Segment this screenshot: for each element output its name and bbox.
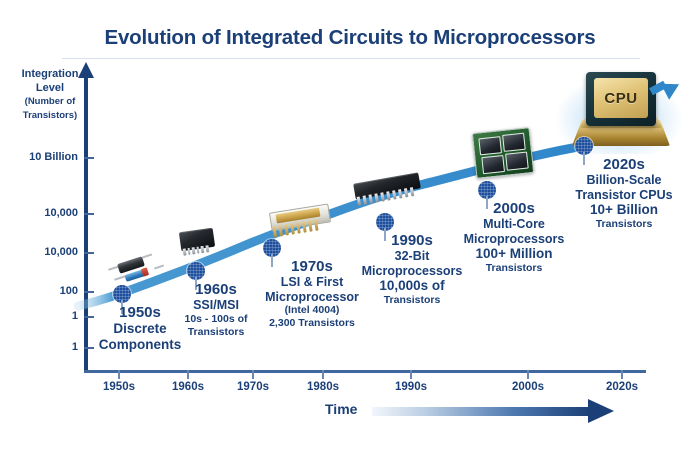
milestone-line3: 10+ Billion [590,202,658,217]
x-tick-label: 1960s [172,381,204,393]
y-tick-mark [84,252,94,254]
milestone-line4: Transistors [595,218,653,230]
time-arrow-bar [372,407,590,416]
y-axis-label-line1: Integration [21,68,79,80]
x-tick-mark [187,370,189,379]
x-tick-label: 1950s [103,381,135,393]
x-tick-label: 2000s [512,381,544,393]
milestone-line4: 2,300 Transistors [269,317,355,329]
y-tick-mark [84,347,94,349]
y-tick-label: 1 [71,310,78,322]
milestone-leader [121,300,123,314]
x-tick-label: 1970s [237,381,269,393]
milestone-line2: 10s - 100s of [184,312,248,325]
milestone-line3: Transistors [187,325,245,338]
y-axis-label: Integration Level (Number of Transistors… [6,68,94,122]
milestone-callout-1960s: 1960s SSI/MSI 10s - 100s of Transistors [184,281,247,339]
x-tick-mark [621,370,623,379]
milestone-line1: LSI & First [280,275,344,289]
cpu-chip-icon: CPU [556,58,686,160]
milestone-node[interactable] [263,239,281,257]
milestone-era: 2000s [493,200,535,217]
milestone-callout-1950s: 1950s Discrete Components [99,304,182,353]
milestone-leader [271,254,273,267]
milestone-node[interactable] [376,213,394,231]
x-tick-mark [322,370,324,379]
y-axis-arrowhead [78,62,94,78]
milestone-node[interactable] [478,181,496,199]
y-axis-label-line3: (Number of [24,96,76,107]
page-title: Evolution of Integrated Circuits to Micr… [104,26,596,49]
milestone-node[interactable] [187,262,205,280]
milestone-line2: Microprocessors [463,231,565,246]
x-tick-label: 2020s [606,381,638,393]
milestone-callout-2020s: 2020s Billion-Scale Transistor CPUs 10+ … [575,156,672,231]
milestone-line4: Transistors [383,294,441,306]
x-tick-mark [252,370,254,379]
soic-chip-icon [176,227,222,258]
milestone-callout-1990s: 1990s 32-Bit Microprocessors 10,000s of … [362,232,463,307]
multicore-board-icon [471,127,536,180]
x-axis-line [84,370,646,373]
time-arrow-head [588,399,614,423]
milestone-node[interactable] [575,137,593,155]
milestone-era: 1990s [391,232,433,249]
title-divider [62,58,640,59]
x-axis-title: Time [325,401,358,417]
y-tick-mark [84,213,94,215]
milestone-line1: Multi-Core [483,217,545,231]
milestone-node[interactable] [113,285,131,303]
milestone-leader [486,196,488,209]
x-tick-label: 1990s [395,381,427,393]
y-tick-mark [84,157,94,159]
milestone-era: 1960s [195,281,237,298]
milestone-line3: (Intel 4004) [284,304,340,316]
cpu-die-label: CPU [604,89,638,107]
y-tick-label: 10,000 [44,246,78,258]
y-tick-mark [84,291,94,293]
milestone-callout-2000s: 2000s Multi-Core Microprocessors 100+ Mi… [464,200,565,275]
discrete-components-icon [108,252,170,286]
ceramic-dip-chip-icon [264,203,344,244]
milestone-callout-1970s: 1970s LSI & First Microprocessor (Intel … [265,258,359,330]
y-tick-label: 10 Billion [29,151,78,163]
x-tick-mark [118,370,120,379]
milestone-line3: 10,000s of [379,278,445,293]
milestone-line1: Billion-Scale [586,173,662,187]
milestone-line2: Components [98,337,182,352]
y-tick-label: 1 [71,341,78,353]
milestone-line1: SSI/MSI [193,298,239,312]
milestone-line2: Transistor CPUs [575,187,673,202]
y-axis-label-line4: Transistors) [22,109,78,121]
x-tick-label: 1980s [307,381,339,393]
y-tick-mark [84,316,94,318]
milestone-line1: 32-Bit [394,249,430,263]
milestone-leader [195,277,197,290]
plastic-dip-chip-icon [348,172,434,212]
milestone-leader [384,228,386,241]
x-tick-mark [527,370,529,379]
y-axis-label-line2: Level [35,81,65,94]
milestone-era: 1970s [291,258,333,275]
x-tick-mark [410,370,412,379]
milestone-line3: 100+ Million [475,246,553,261]
milestone-era: 2020s [603,156,645,173]
y-tick-label: 10,000 [44,207,78,219]
milestone-line1: Discrete [113,321,167,336]
milestone-line2: Microprocessors [361,263,463,278]
milestone-line4: Transistors [485,262,543,274]
milestone-line2: Microprocessor [265,289,359,304]
milestone-leader [583,152,585,165]
milestone-era: 1950s [119,304,161,321]
y-tick-label: 100 [59,285,78,297]
